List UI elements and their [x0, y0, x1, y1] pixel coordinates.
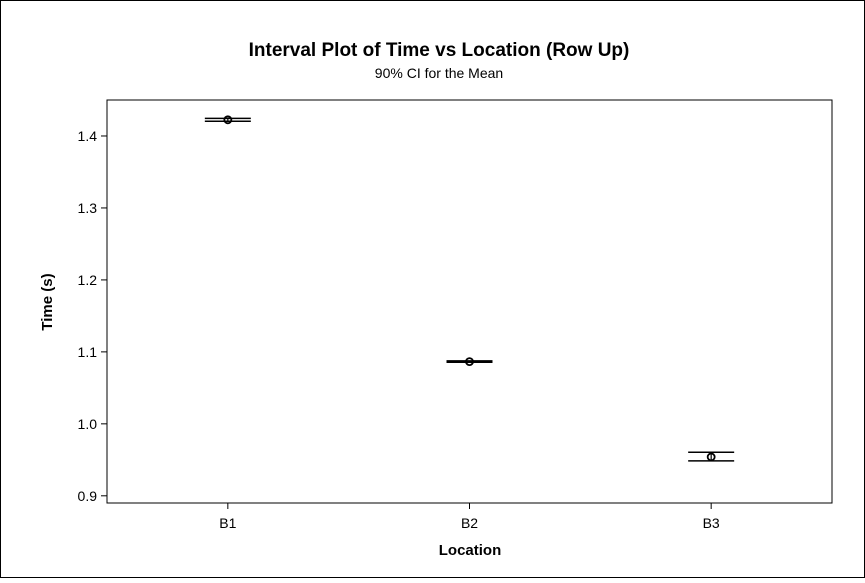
x-tick-label: B1: [219, 515, 236, 531]
mean-marker: [223, 115, 233, 125]
interval-marks: [204, 115, 735, 462]
x-axis-title: Location: [439, 542, 502, 559]
y-tick-label: 1.0: [78, 416, 98, 432]
y-tick-label: 1.4: [78, 128, 98, 144]
chart-title: Interval Plot of Time vs Location (Row U…: [249, 40, 630, 61]
x-tick-label: B3: [703, 515, 720, 531]
y-axis-ticks: 0.9 1.0 1.1 1.2 1.3 1.4: [78, 128, 107, 504]
chart-subtitle: 90% CI for the Mean: [375, 65, 503, 81]
x-axis-ticks: B1 B2 B3: [219, 503, 720, 531]
y-axis-title: Time (s): [39, 273, 56, 330]
mean-marker: [465, 357, 474, 366]
y-tick-label: 0.9: [78, 488, 98, 504]
mean-marker: [706, 452, 716, 462]
y-tick-label: 1.3: [78, 200, 98, 216]
y-tick-label: 1.2: [78, 272, 98, 288]
x-tick-label: B2: [461, 515, 478, 531]
y-tick-label: 1.1: [78, 344, 98, 360]
